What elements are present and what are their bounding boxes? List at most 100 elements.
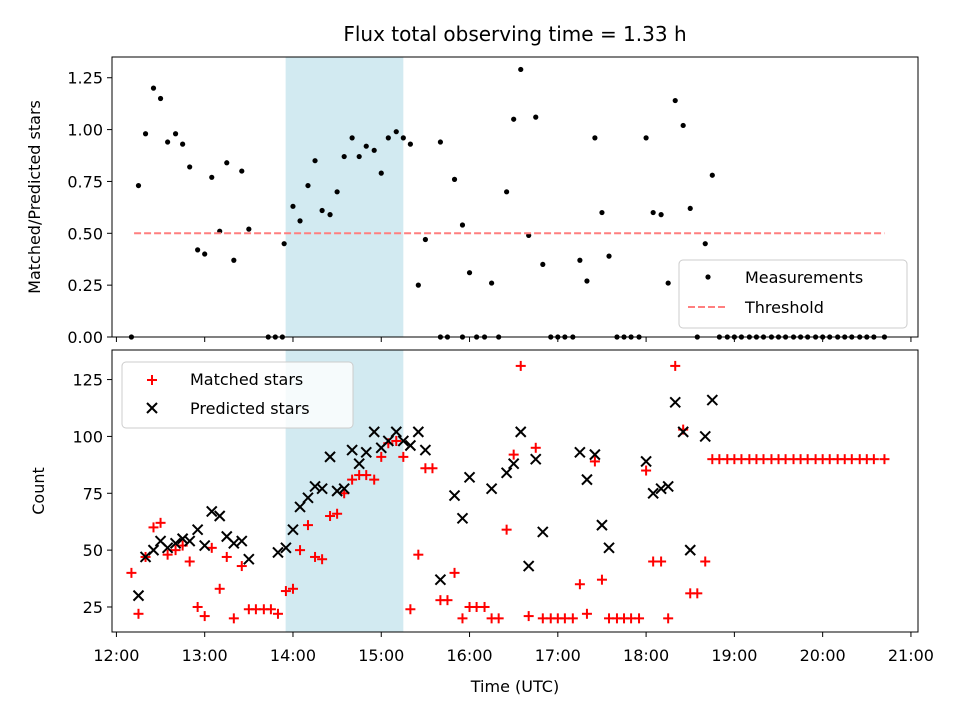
y-tick-label: 50: [83, 541, 103, 560]
predicted-stars-point: [404, 439, 417, 452]
measurement-point: [400, 135, 406, 141]
y-tick-label: 25: [83, 598, 103, 617]
y-tick-label: 1.25: [67, 69, 103, 88]
matched-stars-point: [581, 608, 592, 619]
measurement-point: [142, 131, 149, 137]
matched-stars-point: [287, 583, 298, 594]
matched-stars-point: [596, 574, 607, 585]
y-tick-label: 0.75: [67, 172, 103, 191]
predicted-stars-point: [530, 453, 542, 465]
measurement-point: [157, 95, 164, 102]
matched-stars-point: [523, 611, 534, 622]
predicted-stars-point: [397, 435, 410, 447]
y-tick-label: 1.00: [67, 121, 103, 140]
predicted-stars-point: [485, 483, 498, 495]
x-tick-label: 13:00: [182, 646, 228, 665]
predicted-stars-point: [243, 553, 255, 565]
x-tick-label: 12:00: [93, 646, 139, 665]
measurement-point: [312, 158, 318, 164]
matched-stars-point: [449, 567, 460, 578]
legend-marker-measurements: [705, 274, 711, 280]
measurement-point: [363, 143, 369, 149]
matched-stars-point: [442, 595, 453, 606]
predicted-stars-point: [684, 544, 696, 556]
x-axis-label: Time (UTC): [470, 677, 559, 696]
matched-stars-point: [148, 522, 159, 533]
measurement-point: [489, 280, 495, 286]
measurement-point: [650, 209, 656, 216]
predicted-stars-point: [603, 542, 615, 554]
bottom-panel-marks: [126, 360, 890, 624]
y-tick-label: 0.25: [67, 276, 103, 295]
top-panel-ratio: 0.00 0.25 0.50 0.75 1.00 1.25 Matched/Predict…: [25, 56, 919, 347]
matched-stars-point: [501, 524, 512, 535]
predicted-stars-point: [302, 492, 314, 504]
matched-stars-point: [332, 508, 343, 519]
predicted-stars-point: [706, 394, 719, 406]
measurement-point: [422, 236, 428, 243]
measurement-point: [135, 182, 142, 189]
x-tick-label: 15:00: [358, 646, 404, 665]
matched-stars-point: [302, 520, 313, 531]
x-tick-label: 17:00: [535, 646, 581, 665]
matched-stars-point: [184, 556, 195, 567]
matched-stars-point: [155, 517, 166, 528]
bottom-panel-counts: 12:00 13:00 14:00 15:00 16:00 17:00 18:00 19:00…: [29, 349, 934, 696]
bottom-legend-box: [121, 361, 354, 429]
matched-stars-point: [192, 601, 203, 612]
x-tick-label: 19:00: [711, 646, 757, 665]
legend-marker-predicted: [146, 402, 158, 414]
matched-stars-point: [376, 451, 387, 462]
predicted-stars-point: [537, 526, 549, 538]
matched-stars-point: [493, 613, 504, 624]
matched-stars-point: [405, 604, 416, 615]
top-legend: Measurements Threshold: [678, 259, 908, 329]
measurement-point: [504, 189, 510, 195]
measurement-point: [290, 203, 296, 209]
measurement-point: [378, 170, 384, 176]
predicted-stars-point: [677, 426, 689, 438]
matched-stars-point: [398, 451, 409, 462]
matched-stars-point: [700, 556, 711, 567]
measurement-point: [246, 226, 252, 232]
measurement-point: [709, 172, 715, 178]
matched-stars-point: [221, 551, 232, 562]
top-panel-axes: 0.00 0.25 0.50 0.75 1.00 1.25: [67, 69, 912, 347]
measurement-point: [356, 153, 362, 160]
predicted-stars-point: [368, 426, 380, 438]
legend-label-measurements: Measurements: [745, 268, 863, 287]
predicted-stars-point: [699, 430, 711, 443]
matched-stars-point: [530, 442, 541, 453]
bottom-legend: Matched stars Predicted stars: [121, 361, 354, 429]
predicted-stars-point: [206, 505, 218, 518]
matched-stars-point: [879, 454, 890, 465]
measurement-point: [239, 168, 245, 174]
matched-stars-point: [391, 435, 402, 446]
measurement-point: [209, 174, 215, 180]
y-tick-label: 100: [72, 427, 103, 446]
predicted-stars-point: [280, 542, 292, 554]
predicted-stars-point: [309, 480, 321, 493]
predicted-stars-point: [183, 535, 196, 547]
predicted-stars-point: [331, 485, 343, 497]
predicted-stars-point: [147, 544, 160, 556]
legend-marker-matched: [147, 375, 157, 385]
measurement-point: [165, 139, 171, 145]
measurement-point: [195, 247, 201, 253]
matched-stars-point: [663, 613, 674, 624]
predicted-stars-point: [353, 458, 365, 470]
predicted-stars-point: [294, 501, 306, 513]
measurement-point: [665, 280, 671, 286]
matched-stars-point: [295, 545, 306, 556]
measurement-point: [540, 261, 546, 268]
y-tick-label: 75: [83, 484, 103, 503]
matched-stars-point: [369, 474, 380, 485]
measurement-point: [150, 85, 157, 91]
measurement-point: [643, 135, 649, 141]
matched-stars-point: [236, 561, 247, 572]
predicted-stars-point: [360, 446, 372, 459]
measurement-point: [224, 160, 230, 166]
measurement-point: [327, 212, 333, 218]
matched-stars-point: [634, 613, 645, 624]
